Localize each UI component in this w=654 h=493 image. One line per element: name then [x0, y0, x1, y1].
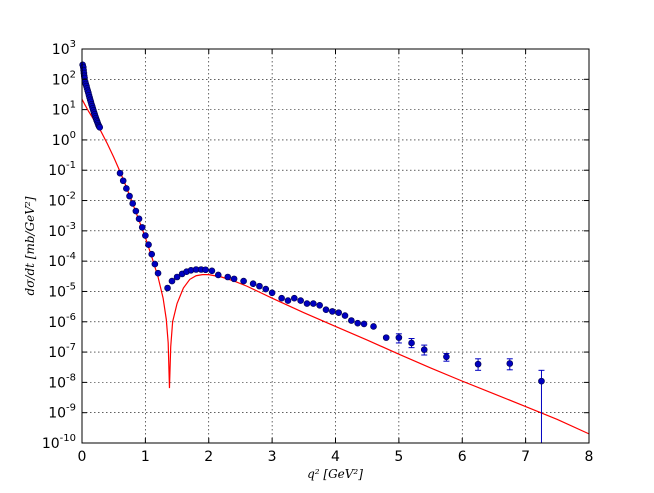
data-point — [310, 300, 317, 307]
y-tick-label: 10-10 — [42, 433, 76, 452]
fit-curve — [81, 98, 590, 435]
data-point — [316, 301, 323, 309]
data-point — [129, 200, 136, 207]
data-point — [322, 306, 330, 314]
data-point — [168, 277, 176, 285]
data-point — [249, 280, 257, 288]
y-tick-label: 10-6 — [48, 312, 76, 331]
y-tick-label: 10-3 — [48, 221, 76, 240]
x-tick-label: 1 — [141, 449, 150, 465]
x-tick-label: 0 — [78, 449, 87, 465]
y-tick-label: 10-4 — [48, 251, 76, 270]
y-tick-label: 102 — [52, 69, 76, 88]
data-point — [443, 353, 450, 361]
y-tick-label: 10-7 — [48, 342, 76, 361]
x-tick-label: 2 — [204, 449, 213, 465]
data-point — [297, 297, 304, 304]
data-point — [303, 300, 311, 307]
data-point — [151, 260, 159, 268]
grid-lines — [82, 49, 589, 443]
x-tick-label: 5 — [394, 449, 403, 465]
data-point — [138, 224, 146, 231]
data-point — [119, 177, 127, 185]
data-point — [474, 360, 482, 368]
data-point — [395, 334, 403, 341]
data-point — [148, 250, 156, 258]
data-point — [278, 294, 285, 302]
x-axis: 0 1 2 3 4 5 6 7 8 — [78, 49, 594, 465]
data-point — [154, 269, 162, 277]
data-point — [506, 360, 514, 367]
data-point — [335, 309, 342, 316]
x-tick-label: 6 — [458, 449, 467, 465]
y-tick-label: 100 — [52, 130, 76, 149]
y-tick-label: 10-8 — [48, 372, 76, 391]
data-point — [291, 294, 298, 302]
data-point — [268, 289, 276, 297]
data-point — [164, 284, 171, 292]
data-point — [214, 271, 222, 279]
y-tick-label: 103 — [52, 39, 76, 58]
data-point — [408, 339, 415, 347]
data-point — [202, 266, 209, 274]
data-point — [284, 297, 292, 304]
data-point — [348, 317, 355, 324]
data-point — [240, 277, 247, 285]
data-point — [329, 308, 336, 315]
data-point — [341, 312, 349, 319]
data-point — [230, 275, 238, 283]
y-tick-label: 10-5 — [48, 281, 76, 300]
data-point — [262, 285, 270, 293]
x-tick-label: 8 — [585, 449, 594, 465]
data-point — [420, 346, 428, 353]
y-tick-label: 10-2 — [48, 191, 76, 210]
y-axis: 10-10 10-9 10-8 10-7 10-6 10-5 10-4 10-3 10-2 10-… — [42, 39, 589, 452]
x-tick-label: 7 — [521, 449, 530, 465]
data-point — [126, 192, 133, 200]
data-point — [132, 207, 140, 215]
data-point — [370, 323, 377, 330]
data-point — [96, 124, 104, 131]
y-axis-label: dσ/dt [mb/GeV²] — [23, 196, 37, 295]
plot-content — [79, 61, 590, 444]
data-point — [360, 320, 368, 328]
y-tick-label: 10-1 — [48, 160, 76, 179]
data-point — [145, 241, 152, 248]
data-point — [173, 273, 181, 281]
x-tick-label: 3 — [268, 449, 277, 465]
data-point — [382, 334, 390, 341]
data-point — [354, 319, 361, 327]
data-point — [135, 215, 143, 223]
x-tick-label: 4 — [331, 449, 340, 465]
y-tick-label: 101 — [52, 100, 76, 119]
data-point — [142, 232, 149, 239]
data-point — [224, 273, 232, 281]
data-point — [208, 267, 216, 275]
data-point — [538, 377, 545, 385]
data-point — [123, 185, 130, 192]
x-axis-label: q² [GeV²] — [307, 467, 363, 481]
data-point — [116, 169, 124, 177]
y-tick-label: 10-9 — [48, 403, 76, 422]
data-point — [256, 282, 263, 290]
